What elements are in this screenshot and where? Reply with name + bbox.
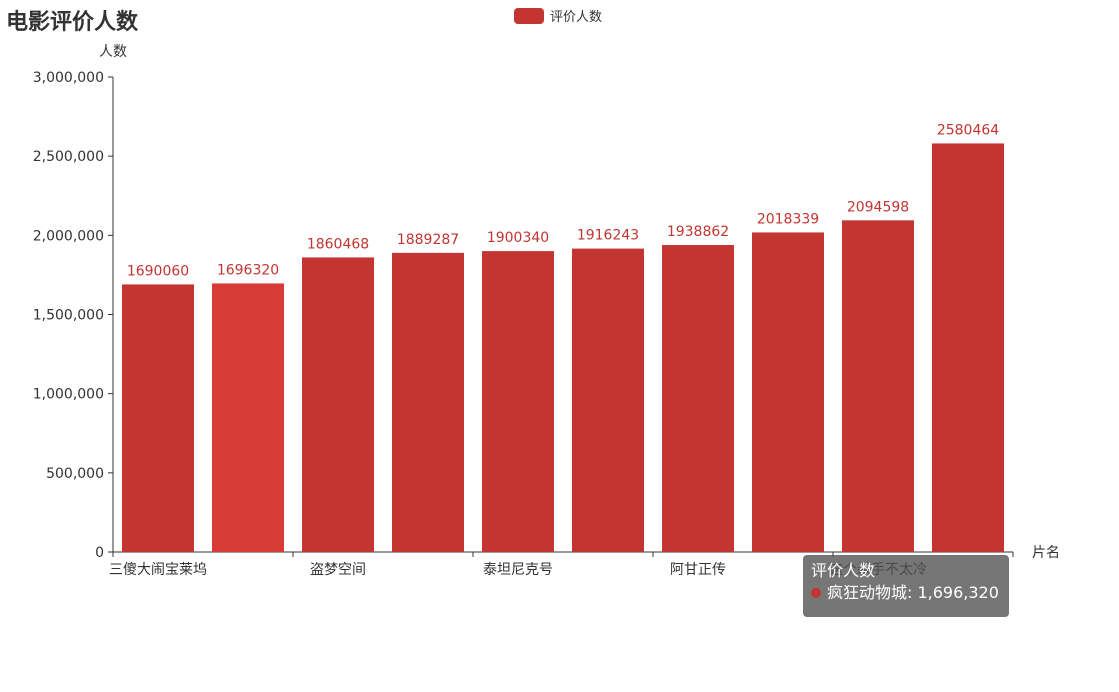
x-tick-label: 阿甘正传 <box>670 562 726 578</box>
tooltip-row: 疯狂动物城: 1,696,320 <box>811 581 1001 605</box>
data-labels: 1690060 1696320 1860468 1889287 1900340 19162… <box>127 122 999 279</box>
bar-value-label: 1900340 <box>487 230 549 246</box>
x-tick-label: 泰坦尼克号 <box>483 562 553 578</box>
bar-value-label: 2018339 <box>757 211 819 227</box>
bar-value-label: 2580464 <box>937 122 999 138</box>
bar[interactable] <box>122 284 194 552</box>
y-tick-label: 2,000,000 <box>33 228 104 244</box>
y-tick-label: 500,000 <box>46 466 104 482</box>
bar[interactable] <box>662 245 734 552</box>
bars <box>122 143 1004 553</box>
bar-value-label: 1690060 <box>127 263 189 279</box>
x-axis-title: 片名 <box>1032 545 1060 561</box>
legend-label: 评价人数 <box>550 10 603 25</box>
legend-swatch <box>514 7 544 24</box>
legend[interactable]: 评价人数 <box>514 6 602 25</box>
bar-value-label: 1916243 <box>577 228 639 244</box>
bar[interactable] <box>842 220 914 552</box>
bar-value-label: 1696320 <box>217 262 279 278</box>
chart-title: 电影评价人数 <box>6 10 139 35</box>
bar-value-label: 1889287 <box>397 232 459 248</box>
bar[interactable] <box>482 251 554 552</box>
bar-value-label: 1938862 <box>667 224 729 240</box>
tooltip-title: 评价人数 <box>811 561 876 580</box>
tooltip: 评价人数 疯狂动物城: 1,696,320 <box>803 555 1009 617</box>
bar[interactable] <box>572 248 644 553</box>
tooltip-series-dot <box>811 588 821 598</box>
y-axis: 0 500,000 1,000,000 1,500,000 2,000,000 2,500… <box>33 70 114 561</box>
x-tick-label: 盗梦空间 <box>310 562 366 578</box>
bar[interactable] <box>752 232 824 552</box>
y-tick-label: 3,000,000 <box>33 70 104 86</box>
y-tick-label: 2,500,000 <box>33 149 104 165</box>
bar[interactable] <box>302 257 374 552</box>
bar-value-label: 2094598 <box>847 199 909 215</box>
bar[interactable] <box>932 143 1004 553</box>
y-tick-label: 1,500,000 <box>33 308 104 324</box>
y-tick-label: 0 <box>95 545 104 561</box>
y-axis-title: 人数 <box>99 44 127 60</box>
y-tick-label: 1,000,000 <box>33 387 104 403</box>
bar[interactable] <box>212 283 284 552</box>
x-tick-label: 三傻大闹宝莱坞 <box>109 562 207 578</box>
bar[interactable] <box>392 252 464 552</box>
bar-value-label: 1860468 <box>307 236 369 252</box>
tooltip-item: 疯狂动物城: 1,696,320 <box>827 583 999 602</box>
